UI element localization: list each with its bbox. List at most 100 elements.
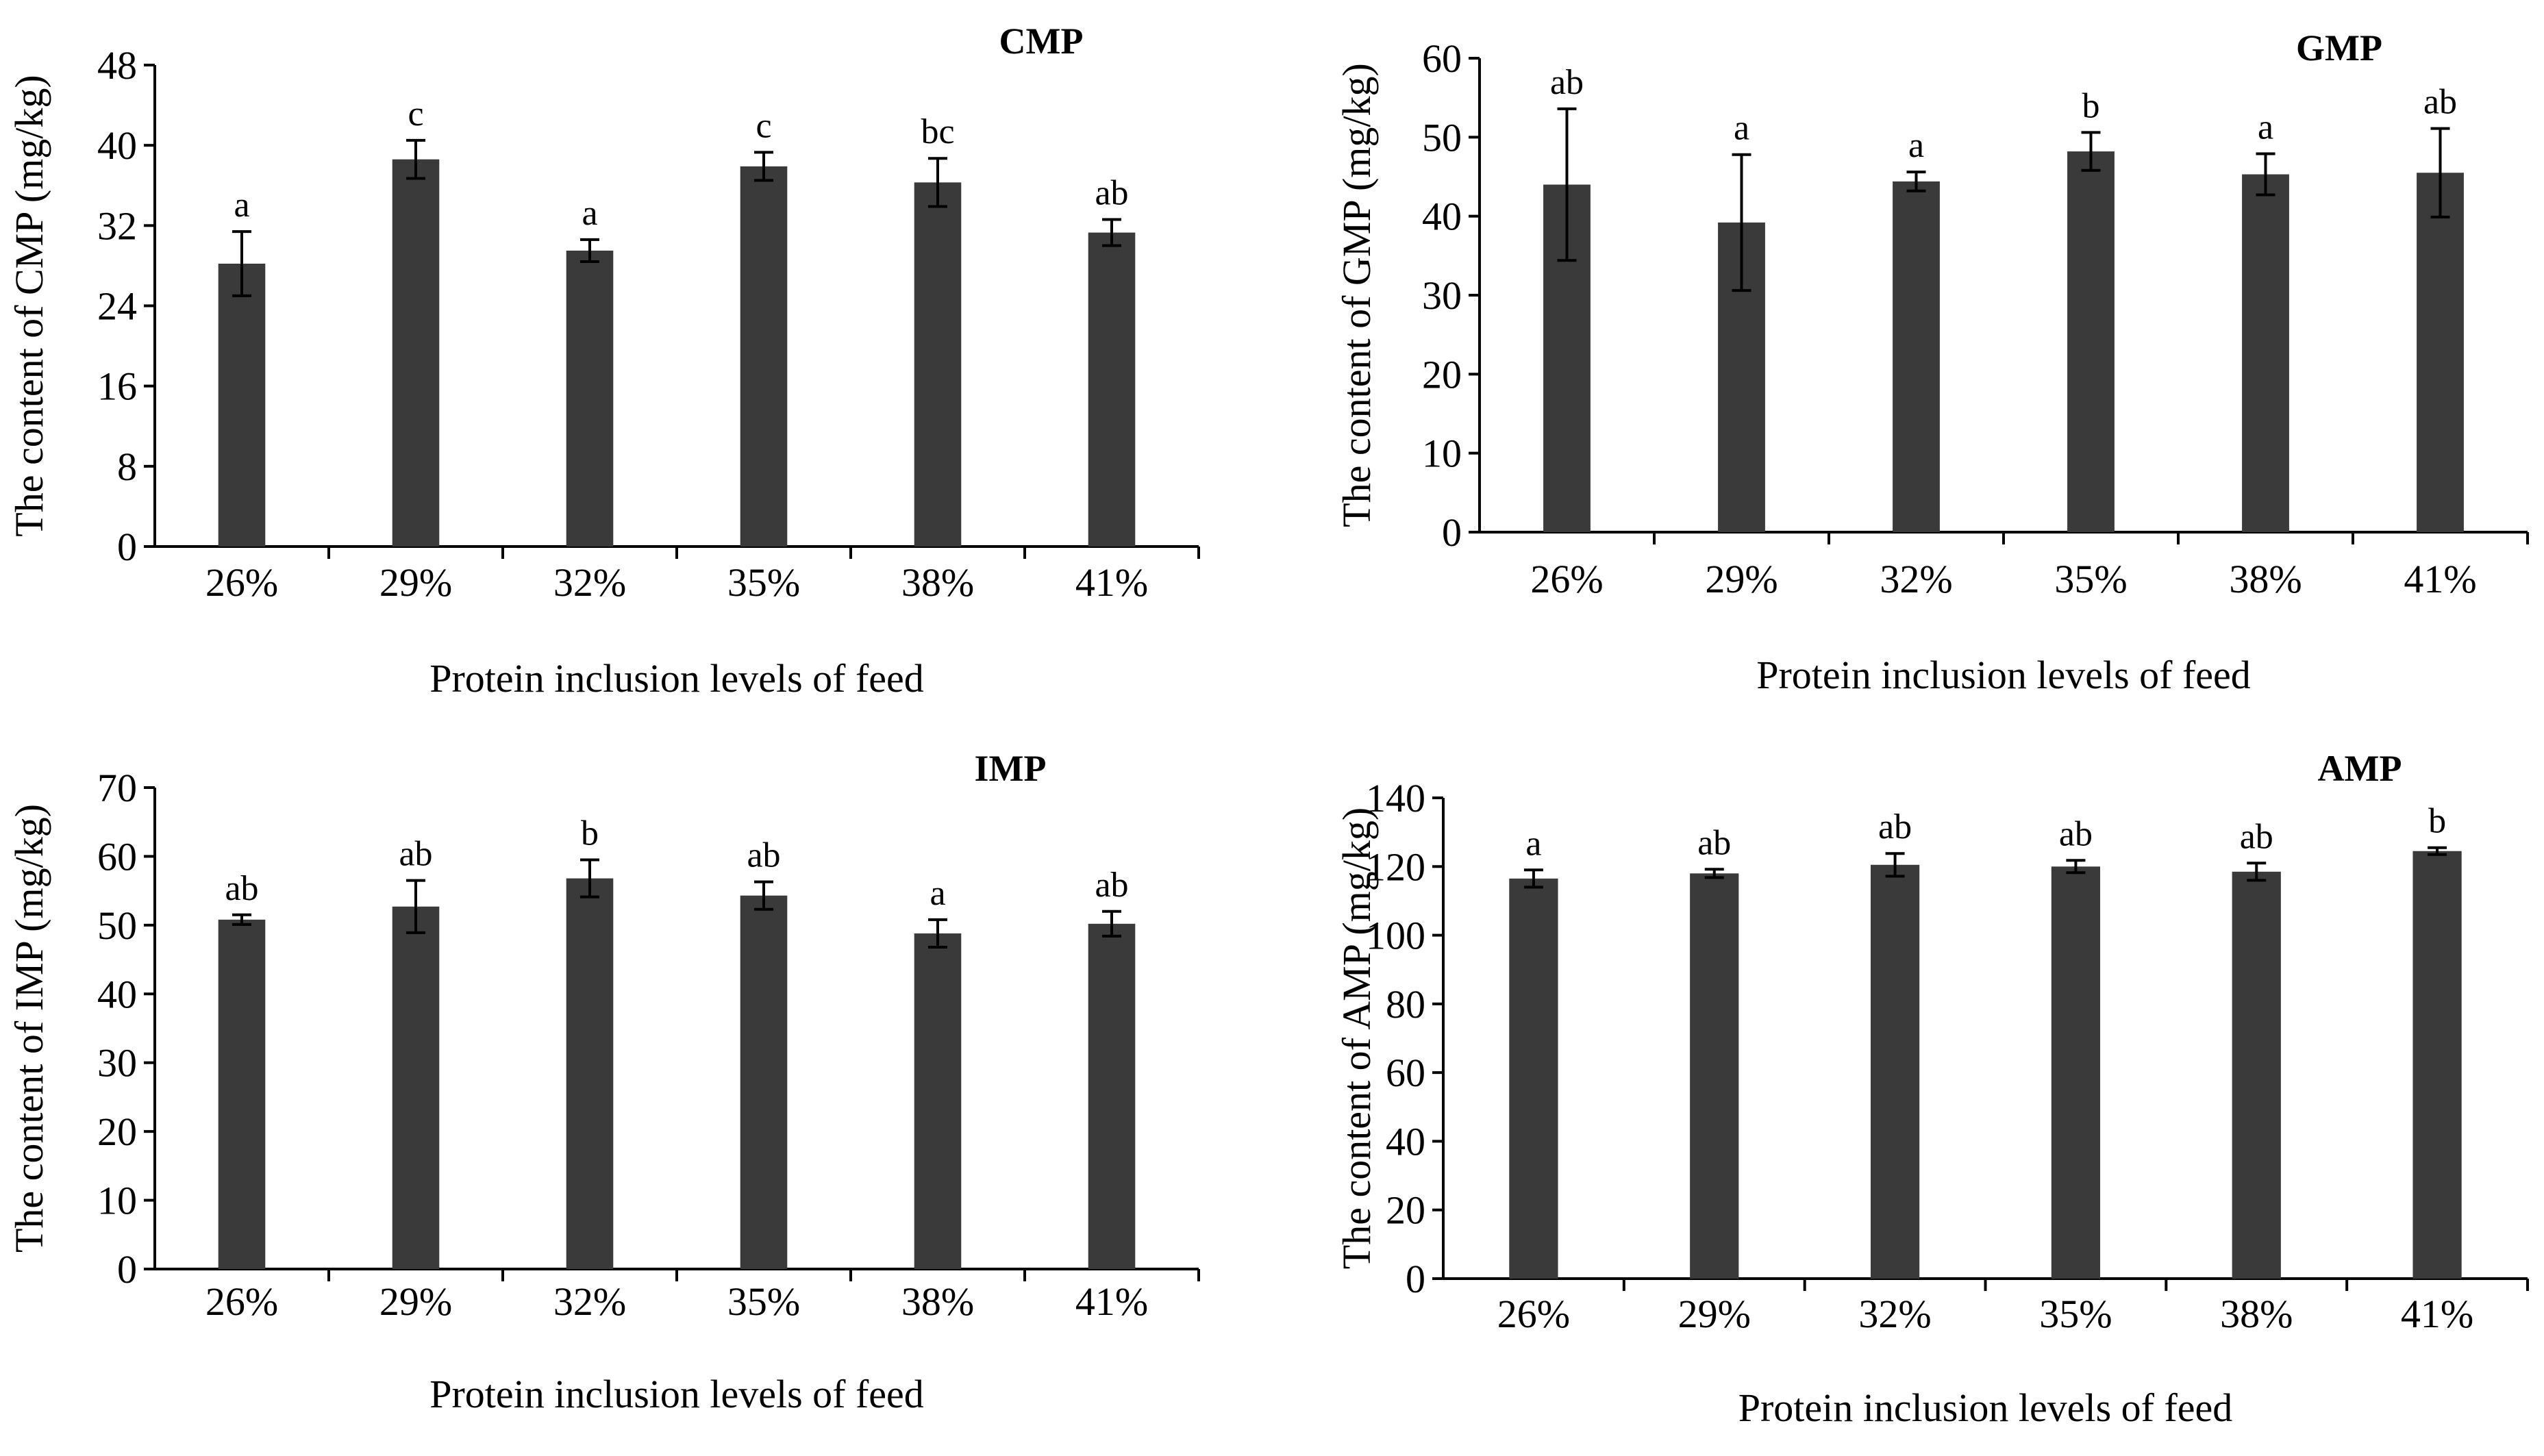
y-tick-label: 30 [1422, 273, 1462, 318]
y-tick-label: 10 [1422, 431, 1462, 476]
y-tick-label: 140 [1366, 776, 1425, 820]
x-axis-title: Protein inclusion levels of feed [1756, 653, 2251, 697]
bar-29% [392, 159, 440, 547]
y-tick-label: 16 [97, 364, 137, 409]
x-tick-label: 38% [901, 1279, 974, 1324]
x-axis-title: Protein inclusion levels of feed [429, 1372, 924, 1416]
significance-letter: ab [1095, 866, 1128, 905]
x-tick-label: 35% [727, 560, 800, 605]
y-tick-label: 80 [1386, 982, 1425, 1027]
x-tick-label: 29% [1678, 1292, 1751, 1336]
y-tick-label: 50 [97, 903, 137, 948]
significance-letter: ab [225, 869, 258, 908]
significance-letter: ab [1878, 807, 1912, 846]
y-axis-title: The content of GMP (mg/kg) [1334, 63, 1379, 527]
bar-32% [566, 250, 614, 547]
y-tick-label: 8 [117, 444, 137, 489]
significance-letter: ab [1550, 63, 1584, 102]
x-tick-label: 41% [2404, 557, 2476, 601]
significance-letter: a [930, 874, 945, 913]
bar-26% [1509, 878, 1558, 1279]
bar-38% [2232, 871, 2281, 1279]
chart-panel-amp: 0 20 40 60 80 100 120 140 a 26% ab 29% ab 32% ab 35% ab 3… [1334, 748, 2529, 1430]
x-tick-label: 41% [1075, 560, 1148, 605]
significance-letter: c [408, 95, 423, 134]
significance-letter: ab [2423, 83, 2457, 122]
significance-letter: a [1734, 109, 1749, 148]
x-tick-label: 38% [2229, 557, 2302, 601]
bar-38% [2242, 174, 2289, 533]
y-tick-label: 40 [97, 972, 137, 1016]
significance-letter: b [2082, 86, 2100, 125]
significance-letter: bc [921, 112, 954, 151]
bar-35% [740, 166, 788, 547]
bar-29% [392, 906, 440, 1269]
significance-letter: a [1525, 824, 1541, 863]
bar-41% [1088, 232, 1136, 547]
x-tick-label: 26% [1497, 1292, 1570, 1336]
x-tick-label: 38% [901, 560, 974, 605]
x-tick-label: 32% [553, 1279, 626, 1324]
bar-35% [2067, 151, 2115, 533]
significance-letter: ab [747, 836, 780, 875]
bar-26% [218, 263, 266, 547]
y-tick-label: 120 [1366, 844, 1425, 889]
x-axis-title: Protein inclusion levels of feed [1738, 1385, 2233, 1430]
y-tick-label: 30 [97, 1041, 137, 1085]
x-tick-label: 32% [1880, 557, 1952, 601]
x-tick-label: 29% [1705, 557, 1778, 601]
x-axis-title: Protein inclusion levels of feed [429, 656, 924, 701]
bar-35% [2051, 866, 2101, 1279]
y-axis-title: The content of AMP (mg/kg) [1334, 807, 1379, 1269]
y-tick-label: 0 [117, 525, 137, 569]
y-tick-label: 10 [97, 1179, 137, 1223]
chart-panel-gmp: 0 10 20 30 40 50 60 ab 26% a 29% a 32% b 35% a 38% ab 41% G… [1334, 27, 2529, 697]
y-axis-title: The content of CMP (mg/kg) [7, 75, 51, 536]
panel-title: GMP [2296, 27, 2382, 68]
y-tick-label: 20 [1422, 352, 1462, 397]
x-tick-label: 32% [1858, 1292, 1931, 1336]
y-tick-label: 0 [1406, 1257, 1425, 1301]
bar-38% [914, 933, 962, 1269]
x-tick-label: 26% [1530, 557, 1603, 601]
x-tick-label: 29% [379, 1279, 452, 1324]
y-tick-label: 60 [1422, 36, 1462, 81]
x-tick-label: 41% [2401, 1292, 2473, 1336]
x-tick-label: 29% [379, 560, 452, 605]
bar-35% [740, 895, 788, 1269]
x-tick-label: 35% [2039, 1292, 2112, 1336]
x-tick-label: 35% [727, 1279, 800, 1324]
significance-letter: b [2428, 802, 2446, 841]
significance-letter: ab [1095, 174, 1128, 213]
y-tick-label: 20 [1386, 1188, 1425, 1233]
x-tick-label: 32% [553, 560, 626, 605]
significance-letter: ab [2240, 817, 2273, 856]
bar-41% [2417, 173, 2464, 532]
bar-41% [2412, 851, 2462, 1279]
y-tick-label: 40 [97, 123, 137, 168]
significance-letter: ab [2059, 814, 2093, 853]
significance-letter: a [2258, 108, 2273, 147]
panel-title: IMP [975, 748, 1047, 789]
significance-letter: c [756, 106, 771, 145]
bar-29% [1690, 873, 1739, 1279]
y-tick-label: 20 [97, 1109, 137, 1154]
bar-32% [1893, 181, 1940, 532]
panel-title: AMP [2318, 748, 2402, 789]
bar-41% [1088, 923, 1136, 1269]
y-tick-label: 50 [1422, 115, 1462, 160]
y-tick-label: 60 [97, 834, 137, 879]
significance-letter: a [234, 186, 249, 225]
significance-letter: ab [399, 835, 432, 874]
bar-32% [566, 878, 614, 1269]
chart-panel-imp: 0 10 20 30 40 50 60 70 ab 26% ab 29% b 32% ab 35% a 38% ab… [7, 748, 1200, 1416]
y-tick-label: 70 [97, 766, 137, 810]
y-tick-label: 48 [97, 43, 137, 88]
significance-letter: b [581, 814, 599, 853]
y-tick-label: 0 [1442, 510, 1462, 555]
y-tick-label: 40 [1386, 1119, 1425, 1164]
y-tick-label: 100 [1366, 914, 1425, 958]
significance-letter: a [582, 194, 597, 233]
x-tick-label: 26% [205, 1279, 278, 1324]
